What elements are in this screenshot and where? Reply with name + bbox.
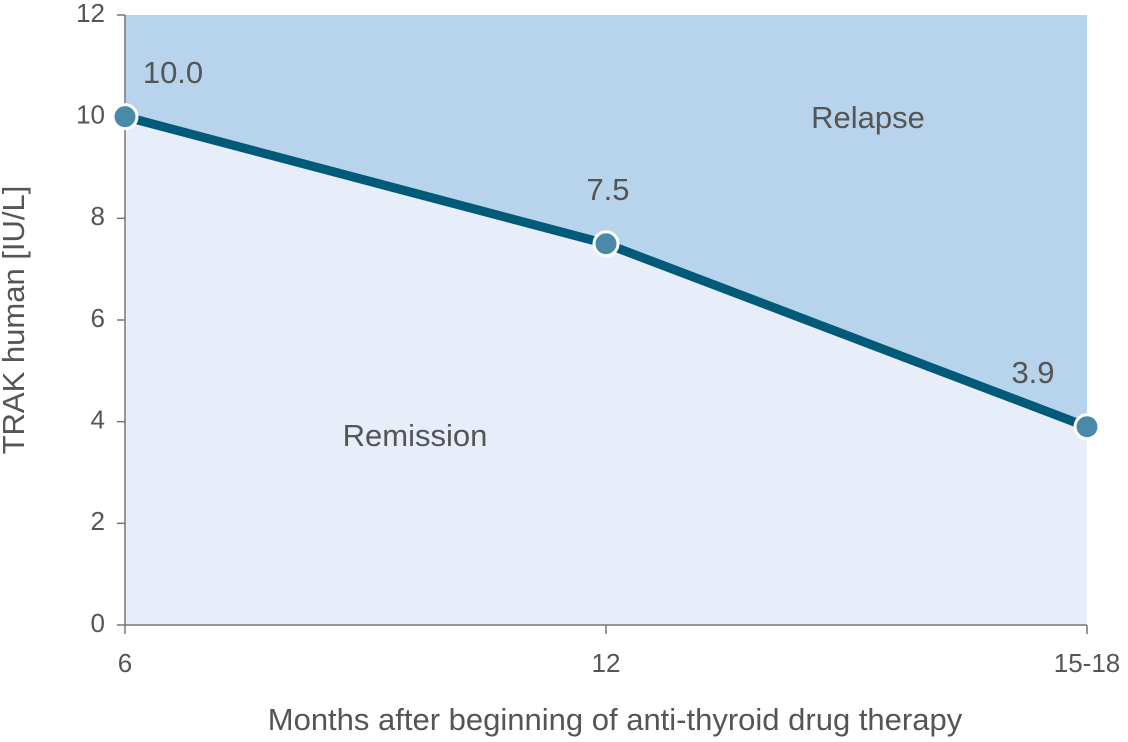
area-above bbox=[125, 15, 1087, 427]
x-tick-label: 15-18 bbox=[1054, 648, 1121, 678]
y-tick-label: 10 bbox=[76, 100, 105, 130]
data-label: 10.0 bbox=[143, 55, 203, 90]
y-tick-label: 12 bbox=[76, 0, 105, 28]
area-below bbox=[125, 116, 1087, 626]
data-label: 7.5 bbox=[586, 172, 629, 207]
data-label: 3.9 bbox=[1011, 355, 1054, 390]
annotation: Relapse bbox=[811, 100, 925, 135]
y-tick-label: 4 bbox=[91, 405, 105, 435]
y-tick-label: 0 bbox=[91, 608, 105, 638]
y-tick-label: 2 bbox=[91, 506, 105, 536]
annotation: Remission bbox=[343, 418, 488, 453]
marker bbox=[592, 230, 620, 258]
marker bbox=[1073, 413, 1101, 441]
x-tick-label: 12 bbox=[592, 648, 621, 678]
marker bbox=[111, 103, 139, 131]
x-tick-label: 6 bbox=[118, 648, 132, 678]
y-tick-label: 8 bbox=[91, 201, 105, 231]
y-tick-label: 6 bbox=[91, 303, 105, 333]
x-axis-title: Months after beginning of anti-thyroid d… bbox=[268, 702, 963, 737]
y-axis-title: TRAK human [IU/L] bbox=[0, 186, 31, 455]
